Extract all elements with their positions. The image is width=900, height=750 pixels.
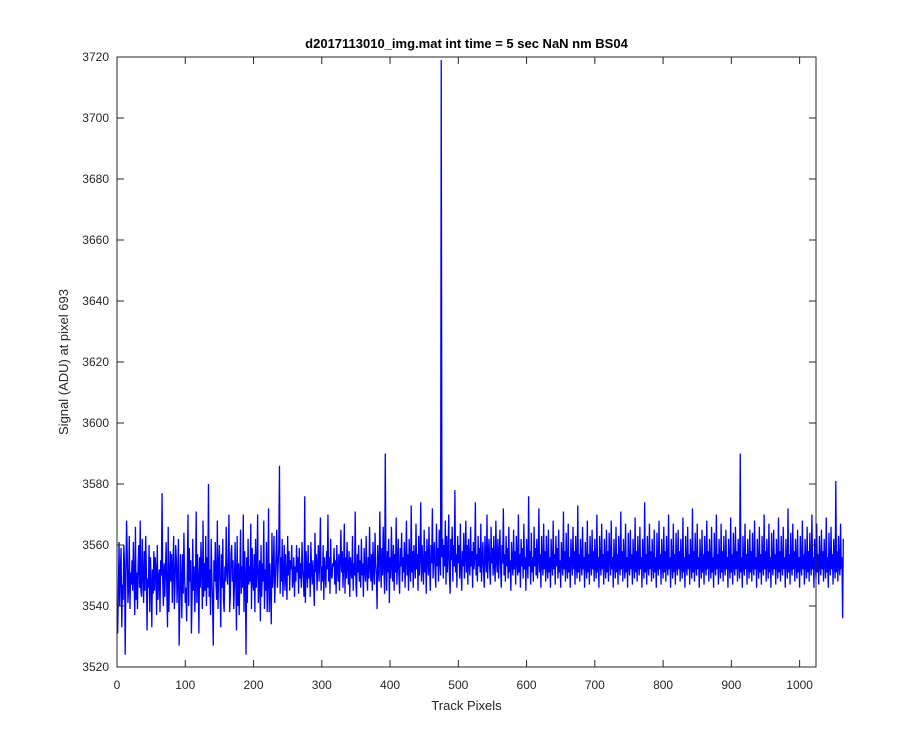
series-line-0: [117, 60, 844, 655]
x-tick-label: 200: [244, 678, 264, 692]
x-tick-label: 900: [721, 678, 741, 692]
y-axis-label: Signal (ADU) at pixel 693: [56, 289, 71, 435]
y-tick-label: 3700: [82, 111, 109, 125]
chart-title: d2017113010_img.mat int time = 5 sec NaN…: [305, 36, 628, 51]
series-layer: [117, 60, 844, 655]
x-tick-label: 800: [653, 678, 673, 692]
y-tick-label: 3520: [82, 660, 109, 674]
y-tick-label: 3660: [82, 233, 109, 247]
x-tick-label: 1000: [786, 678, 813, 692]
x-tick-label: 300: [312, 678, 332, 692]
y-tick-label: 3680: [82, 172, 109, 186]
y-tick-label: 3580: [82, 477, 109, 491]
x-tick-label: 700: [585, 678, 605, 692]
x-axis-label: Track Pixels: [431, 698, 502, 713]
tick-layer: 0 100 200 300 400 500 600 700 800 900 1000 3520 3540…: [82, 50, 816, 692]
y-tick-label: 3600: [82, 416, 109, 430]
y-tick-label: 3560: [82, 538, 109, 552]
x-tick-label: 100: [175, 678, 195, 692]
x-tick-label: 600: [517, 678, 537, 692]
x-tick-label: 500: [448, 678, 468, 692]
y-tick-label: 3720: [82, 50, 109, 64]
x-tick-label: 400: [380, 678, 400, 692]
y-tick-label: 3540: [82, 599, 109, 613]
y-tick-label: 3640: [82, 294, 109, 308]
x-tick-label: 0: [114, 678, 121, 692]
axes-box: [116, 56, 817, 668]
y-tick-label: 3620: [82, 355, 109, 369]
